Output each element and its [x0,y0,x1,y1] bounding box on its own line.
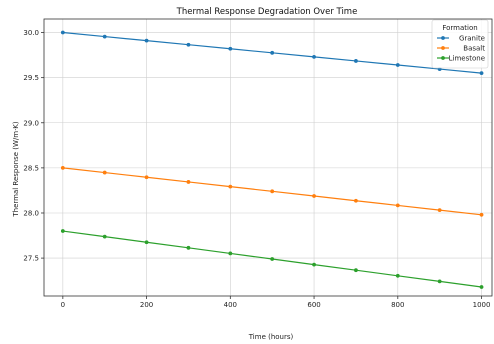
x-tick-label: 0 [61,301,65,309]
data-point-limestone [102,234,107,239]
tick-layer: 0 200 400 600 800 1000 27.5 28.0 28.5 29.0 29.5 30.… [23,29,490,309]
legend-marker-limestone [441,56,445,60]
data-point-basalt [395,203,400,208]
x-tick-label: 400 [224,301,237,309]
data-point-granite [144,38,149,43]
legend: Formation Granite Basalt Limestone [431,19,489,69]
data-point-limestone [479,285,484,289]
legend-label-granite: Granite [459,35,485,43]
data-point-limestone [270,257,275,261]
data-point-granite [479,71,484,76]
data-point-basalt [270,189,275,194]
data-point-granite [102,34,107,39]
x-axis-label: Time (hours) [248,333,294,341]
x-tick-label: 800 [391,301,404,309]
y-tick-label: 29.0 [23,119,39,127]
x-tick-label: 600 [307,301,320,309]
y-tick-label: 28.5 [23,164,39,172]
y-axis-label: Thermal Response (W/m·K) [12,121,20,218]
legend-items: Granite Basalt Limestone [437,35,485,63]
data-point-basalt [354,198,358,203]
y-tick-label: 30.0 [23,29,39,37]
plot-frame [43,18,493,297]
data-point-basalt [60,165,65,170]
legend-marker-basalt [441,46,445,50]
data-point-limestone [186,245,191,250]
legend-marker-granite [441,36,445,40]
data-point-limestone [437,279,442,284]
data-point-basalt [437,208,442,213]
legend-label-limestone: Limestone [449,55,485,63]
data-point-granite [354,59,358,63]
legend-box [431,19,489,69]
data-point-limestone [228,251,233,256]
series-layer [60,30,484,289]
data-point-granite [60,30,65,35]
data-point-granite [270,50,275,55]
legend-label-basalt: Basalt [463,45,485,53]
y-tick-label: 27.5 [23,255,39,263]
data-point-granite [186,42,191,47]
data-point-basalt [479,212,484,217]
data-point-granite [228,46,233,51]
legend-title: Formation [442,24,477,32]
y-tick-label: 28.0 [23,209,39,217]
y-tick-label: 29.5 [23,74,39,82]
data-point-granite [395,63,400,67]
data-point-limestone [60,229,65,233]
data-point-granite [312,54,316,59]
x-tick-label: 1000 [473,301,491,309]
data-point-limestone [312,262,316,267]
data-point-basalt [228,184,233,189]
data-point-basalt [102,170,107,175]
data-point-basalt [144,175,149,180]
x-tick-label: 200 [140,301,153,309]
data-point-limestone [354,268,358,273]
data-point-basalt [312,194,316,198]
data-point-limestone [395,273,400,278]
data-point-basalt [186,180,191,184]
data-point-limestone [144,240,149,245]
chart-title: Thermal Response Degradation Over Time [176,7,358,17]
